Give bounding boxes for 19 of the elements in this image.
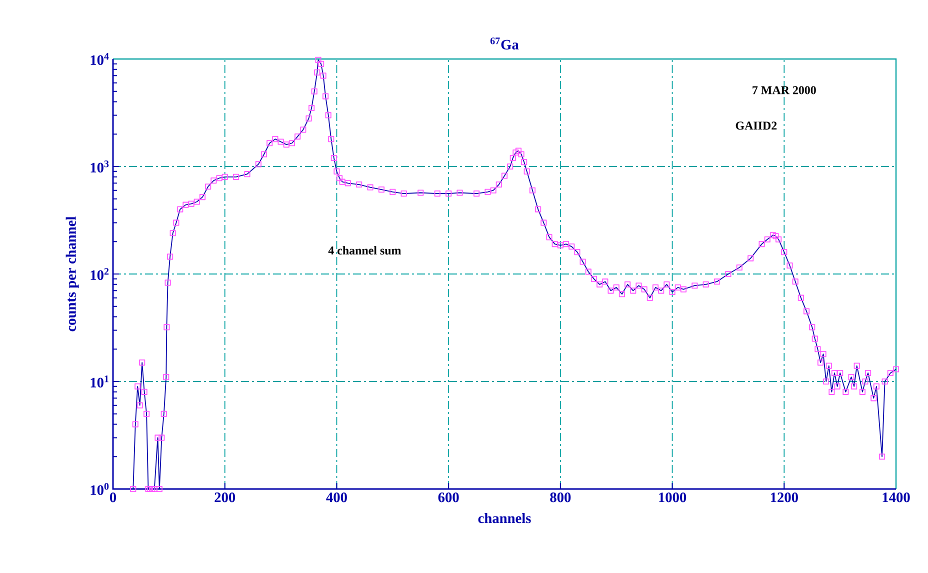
chart-title: $^{67}$Ga [490, 38, 519, 50]
x-tick-label: 400 [326, 492, 347, 502]
x-tick-label: 600 [438, 492, 459, 502]
x-axis-title: channels [478, 513, 531, 524]
y-axis-title: counts per channel [66, 216, 79, 332]
x-tick-label: 200 [214, 492, 236, 502]
y-tick-label: 10$^{3}$ [90, 160, 109, 172]
annotation: 4 channel sum [328, 246, 402, 255]
x-tick-label: 1200 [770, 492, 798, 502]
y-tick-label: 10$^{1}$ [90, 376, 108, 388]
y-tick-label: 10$^{4}$ [90, 53, 109, 65]
x-tick-label: 1000 [659, 492, 686, 502]
x-tick-label: 1400 [882, 492, 910, 502]
annotation: 7 MAR 2000 [752, 86, 816, 94]
annotation: GAIID2 [736, 122, 777, 130]
y-tick-label: 10$^{0}$ [90, 483, 109, 495]
x-tick-label: 800 [550, 492, 571, 502]
y-tick-label: 10$^{2}$ [90, 268, 109, 280]
x-tick-label: 0 [110, 492, 116, 502]
